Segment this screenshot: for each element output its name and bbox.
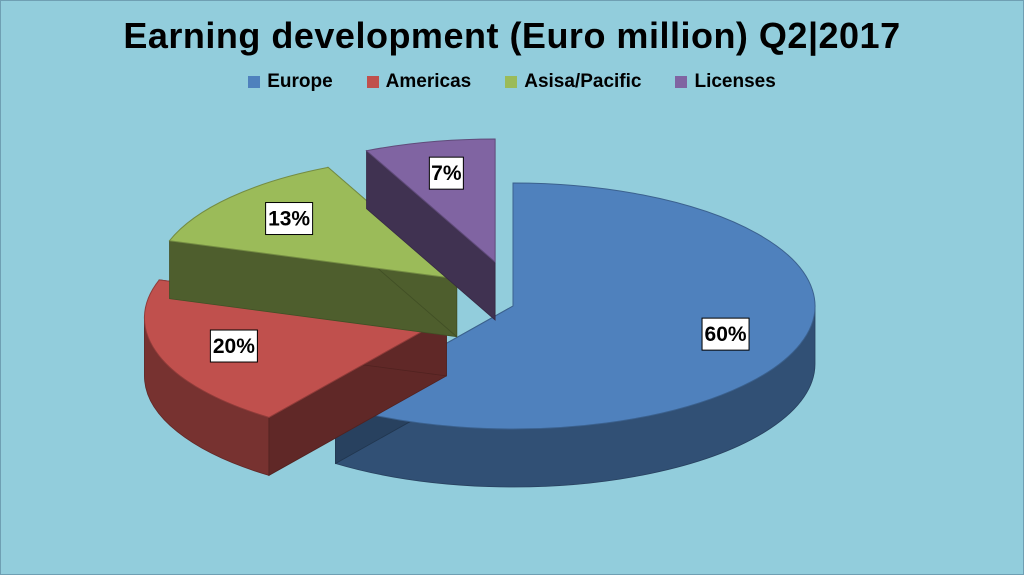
pie-slices (143, 138, 816, 488)
legend-swatch-asisa-pacific (505, 76, 518, 88)
data-label-text-europe: 60% (705, 323, 747, 346)
data-labels: 60% 20% 13% 7% (209, 156, 750, 363)
data-label-box-americas (209, 329, 258, 363)
legend-label-asisa-pacific: Asisa/Pacific (524, 71, 642, 92)
data-label-box-licenses (428, 156, 464, 190)
data-label-asisa-pacific: 13% (265, 202, 314, 236)
data-label-europe: 60% (701, 317, 750, 351)
legend-swatch-europe (248, 76, 261, 88)
data-label-text-asisa-pacific: 13% (268, 208, 310, 231)
legend-label-americas: Americas (385, 71, 472, 92)
pie-slice-top-asisa-pacific (168, 166, 459, 280)
pie-slice-europe (334, 182, 816, 488)
legend-swatch-americas (366, 76, 379, 88)
data-label-box-europe (701, 317, 750, 351)
legend-label-licenses: Licenses (694, 71, 776, 92)
pie-slice-asisa-pacific (168, 166, 459, 338)
legend-label-europe: Europe (267, 71, 333, 92)
legend-item-asisa-pacific: Asisa/Pacific (505, 71, 641, 93)
legend-item-europe: Europe (248, 71, 333, 93)
legend-item-licenses: Licenses (675, 71, 776, 93)
legend-swatch-licenses (675, 76, 688, 88)
legend-item-americas: Americas (366, 71, 472, 93)
data-label-licenses: 7% (428, 156, 464, 190)
data-label-americas: 20% (209, 329, 258, 363)
chart-legend: Europe Americas Asisa/Pacific Licenses (1, 71, 1023, 93)
chart-title: Earning development (Euro million) Q2|20… (123, 15, 901, 56)
pie-slice-top-europe (334, 182, 816, 430)
data-label-text-licenses: 7% (431, 162, 462, 185)
data-label-box-asisa-pacific (265, 202, 314, 236)
data-label-text-americas: 20% (213, 335, 255, 358)
